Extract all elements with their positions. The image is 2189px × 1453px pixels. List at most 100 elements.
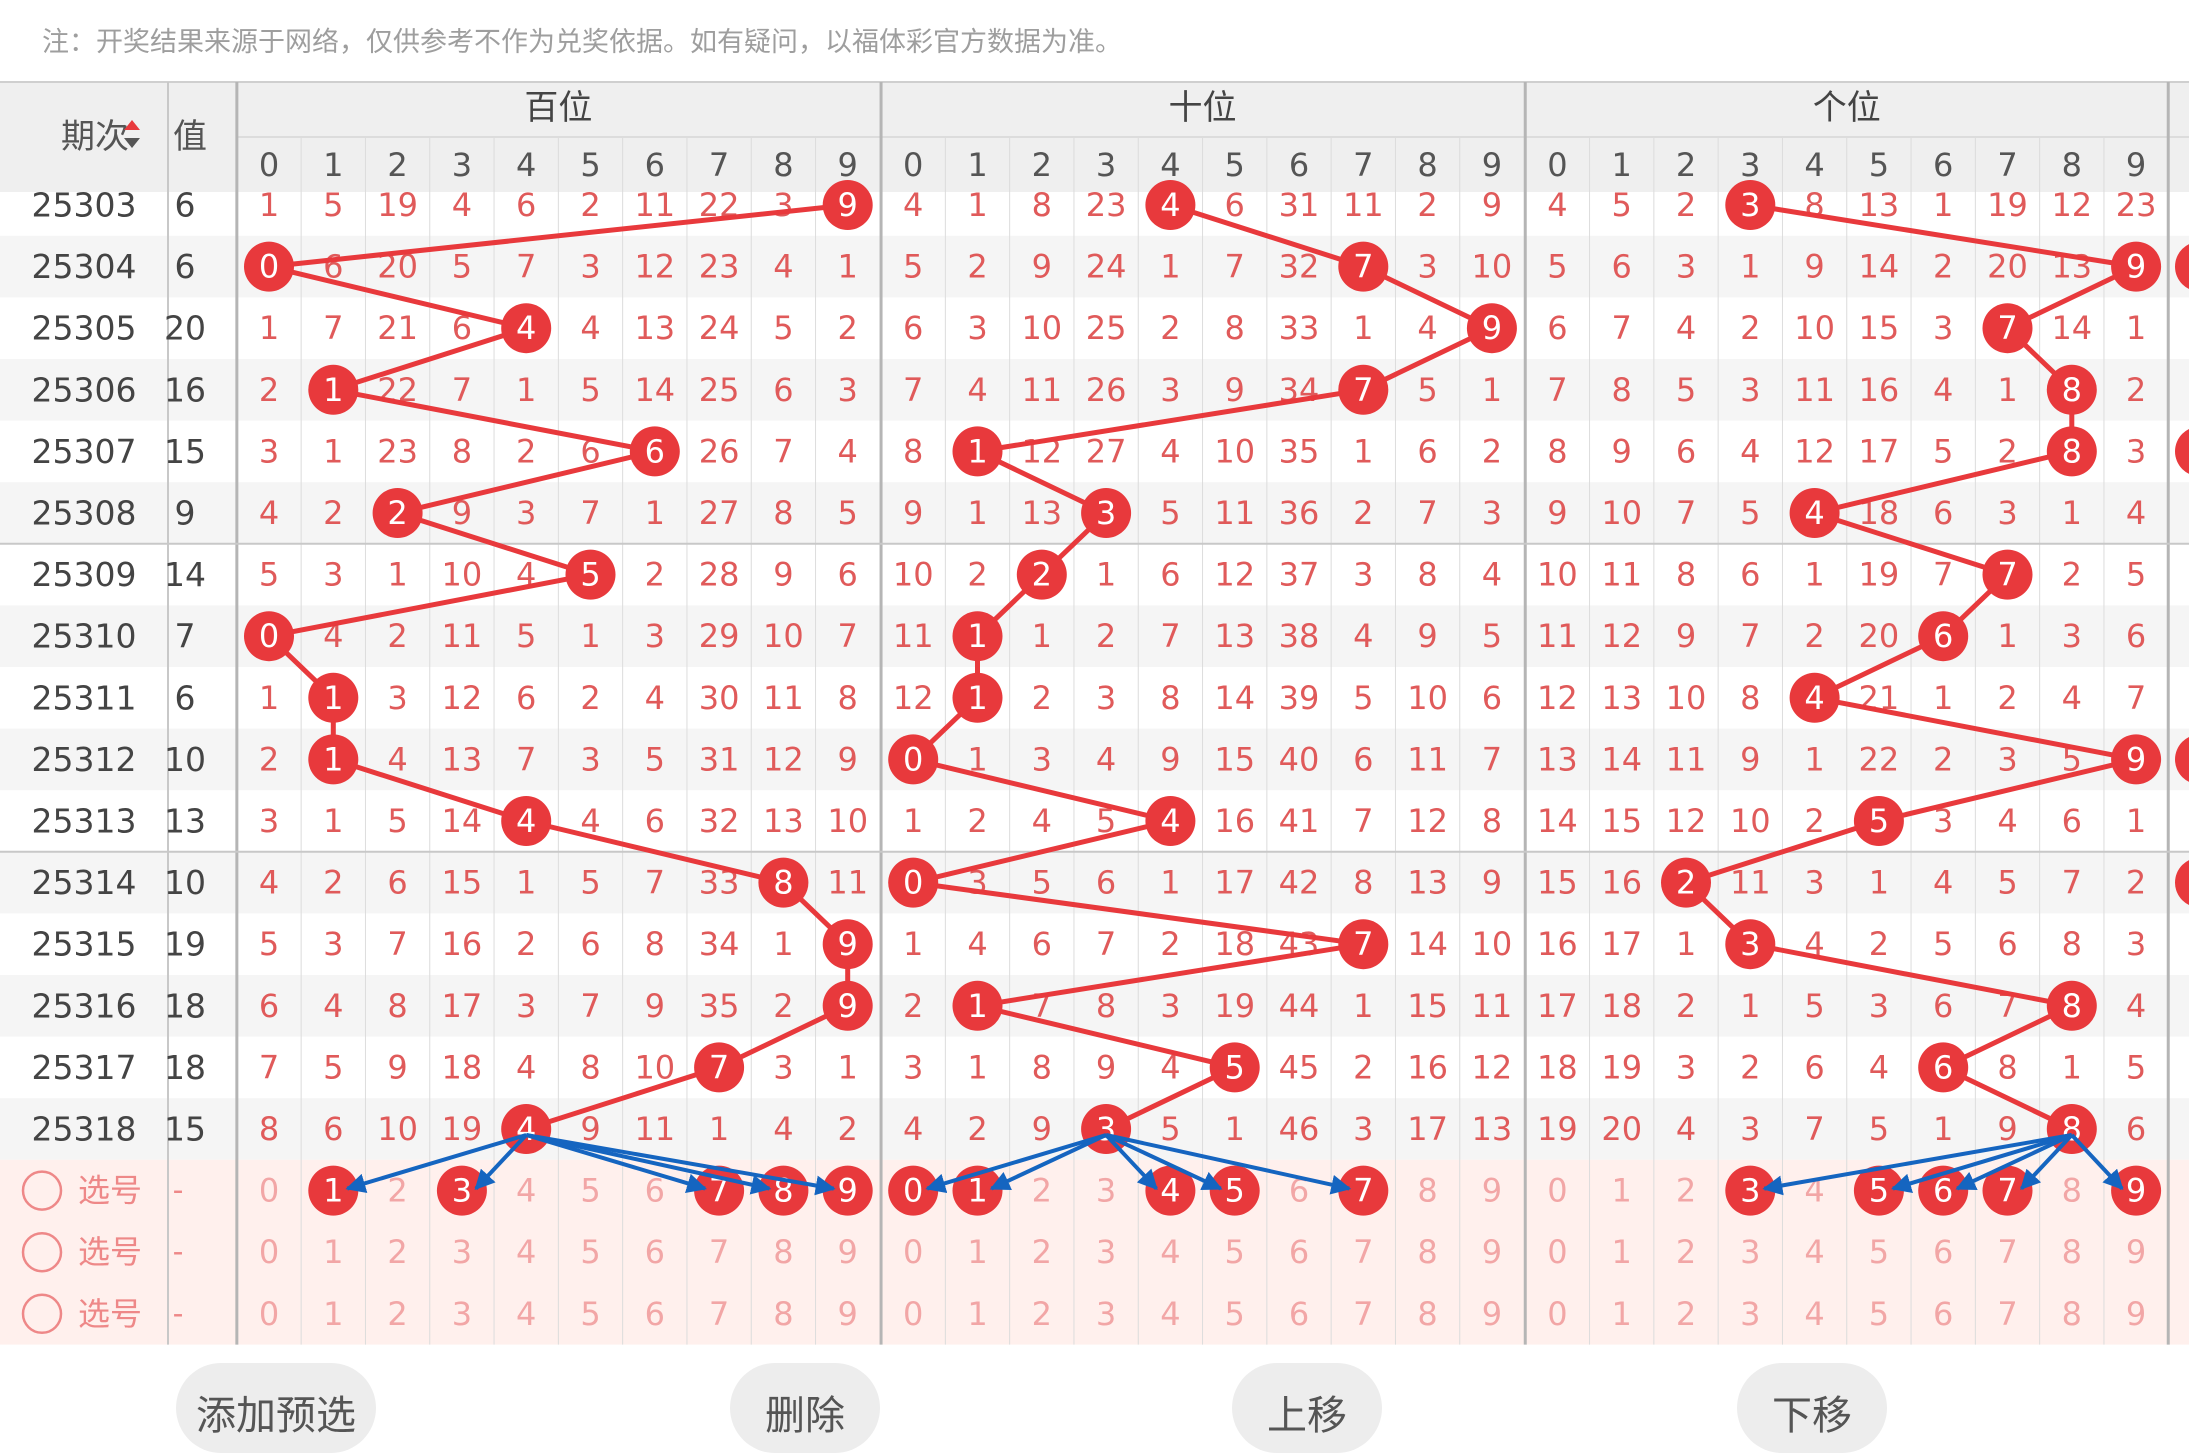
select-digit[interactable]: 4	[1160, 1295, 1180, 1333]
select-digit[interactable]: 2	[1032, 1233, 1052, 1271]
select-digit[interactable]: 0	[903, 1233, 923, 1271]
select-digit[interactable]: 8	[2062, 1295, 2082, 1333]
select-digit[interactable]: 1	[1612, 1295, 1632, 1333]
pick-digit[interactable]: 5	[1869, 1172, 1889, 1210]
add-preselect-button[interactable]: 添加预选	[176, 1363, 376, 1453]
move-down-button[interactable]: 下移	[1737, 1363, 1887, 1453]
select-digit[interactable]: 1	[967, 1233, 987, 1271]
select-digit[interactable]: 4	[516, 1295, 536, 1333]
pick-ball[interactable]	[1982, 1165, 2033, 1216]
select-digit[interactable]: 0	[1547, 1233, 1567, 1271]
select-digit[interactable]: 9	[838, 1233, 858, 1271]
select-digit[interactable]: 5	[1225, 1295, 1245, 1333]
select-digit[interactable]: 8	[773, 1233, 793, 1271]
pick-digit[interactable]: 3	[452, 1172, 472, 1210]
select-digit[interactable]: 2	[387, 1233, 407, 1271]
select-digit[interactable]: 8	[2062, 1172, 2082, 1210]
pick-ball[interactable]	[1145, 1165, 1196, 1216]
select-label[interactable]: 选号	[78, 1172, 142, 1210]
select-digit[interactable]: 3	[1740, 1295, 1760, 1333]
select-digit[interactable]: 6	[645, 1295, 665, 1333]
select-digit[interactable]: 1	[967, 1295, 987, 1333]
select-digit[interactable]: 6	[1289, 1172, 1309, 1210]
sort-down-icon[interactable]	[124, 138, 140, 148]
pick-ball[interactable]	[436, 1165, 487, 1216]
select-digit[interactable]: 9	[1482, 1295, 1502, 1333]
pick-digit[interactable]: 1	[323, 1172, 343, 1210]
select-digit[interactable]: 6	[1933, 1233, 1953, 1271]
select-radio[interactable]	[21, 1231, 63, 1273]
select-digit[interactable]: 9	[1482, 1172, 1502, 1210]
pick-digit[interactable]: 7	[1353, 1172, 1373, 1210]
select-radio[interactable]	[21, 1170, 63, 1211]
select-digit[interactable]: 5	[580, 1233, 600, 1271]
select-digit[interactable]: 0	[1547, 1172, 1567, 1210]
select-digit[interactable]: 9	[838, 1295, 858, 1333]
select-radio[interactable]	[21, 1293, 63, 1335]
select-digit[interactable]: 4	[1804, 1233, 1824, 1271]
select-digit[interactable]: 4	[516, 1172, 536, 1210]
select-digit[interactable]: 7	[1353, 1295, 1373, 1333]
select-digit[interactable]: 0	[259, 1233, 279, 1271]
delete-button[interactable]: 删除	[730, 1363, 880, 1453]
move-up-button[interactable]: 上移	[1232, 1363, 1382, 1453]
select-label[interactable]: 选号	[78, 1295, 142, 1333]
select-digit[interactable]: 5	[580, 1295, 600, 1333]
select-digit[interactable]: 2	[1032, 1295, 1052, 1333]
pick-digit[interactable]: 0	[903, 1172, 923, 1210]
pick-digit[interactable]: 9	[838, 1172, 858, 1210]
sort-up-icon[interactable]	[124, 120, 140, 130]
pick-digit[interactable]: 4	[1160, 1172, 1180, 1210]
select-digit[interactable]: 5	[580, 1172, 600, 1210]
select-digit[interactable]: 7	[709, 1295, 729, 1333]
select-digit[interactable]: 8	[773, 1295, 793, 1333]
select-digit[interactable]: 3	[1096, 1233, 1116, 1271]
select-digit[interactable]: 3	[1740, 1233, 1760, 1271]
select-digit[interactable]: 6	[645, 1233, 665, 1271]
pick-digit[interactable]: 5	[1225, 1172, 1245, 1210]
select-digit[interactable]: 3	[1096, 1172, 1116, 1210]
select-digit[interactable]: 7	[1353, 1233, 1373, 1271]
select-digit[interactable]: 0	[259, 1295, 279, 1333]
select-digit[interactable]: 8	[2062, 1233, 2082, 1271]
select-digit[interactable]: 2	[1676, 1233, 1696, 1271]
pick-digit[interactable]: 7	[1997, 1172, 2017, 1210]
select-digit[interactable]: 5	[1869, 1233, 1889, 1271]
select-digit[interactable]: 0	[259, 1172, 279, 1210]
select-digit[interactable]: 7	[1997, 1233, 2017, 1271]
select-digit[interactable]: 2	[387, 1295, 407, 1333]
select-digit[interactable]: 9	[1482, 1233, 1502, 1271]
select-digit[interactable]: 3	[1096, 1295, 1116, 1333]
select-digit[interactable]: 6	[1289, 1233, 1309, 1271]
select-digit[interactable]: 8	[1417, 1233, 1437, 1271]
select-digit[interactable]: 2	[387, 1172, 407, 1210]
period-header[interactable]: 期次	[61, 117, 129, 157]
select-digit[interactable]: 0	[1547, 1295, 1567, 1333]
select-digit[interactable]: 2	[1032, 1172, 1052, 1210]
select-label[interactable]: 选号	[78, 1233, 142, 1271]
select-digit[interactable]: 5	[1869, 1295, 1889, 1333]
select-digit[interactable]: 1	[323, 1295, 343, 1333]
select-digit[interactable]: 8	[1417, 1172, 1437, 1210]
select-digit[interactable]: 4	[1804, 1295, 1824, 1333]
select-digit[interactable]: 6	[1289, 1295, 1309, 1333]
select-digit[interactable]: 2	[1676, 1295, 1696, 1333]
select-digit[interactable]: 6	[645, 1172, 665, 1210]
select-digit[interactable]: 1	[1612, 1172, 1632, 1210]
select-digit[interactable]: 7	[709, 1233, 729, 1271]
select-digit[interactable]: 0	[903, 1295, 923, 1333]
pick-digit[interactable]: 1	[967, 1172, 987, 1210]
select-digit[interactable]: 7	[1997, 1295, 2017, 1333]
select-digit[interactable]: 6	[1933, 1295, 1953, 1333]
select-digit[interactable]: 9	[2126, 1295, 2146, 1333]
pick-digit[interactable]: 3	[1740, 1172, 1760, 1210]
select-digit[interactable]: 3	[452, 1295, 472, 1333]
select-digit[interactable]: 4	[516, 1233, 536, 1271]
select-digit[interactable]: 1	[323, 1233, 343, 1271]
select-digit[interactable]: 1	[1612, 1233, 1632, 1271]
pick-digit[interactable]: 6	[1933, 1172, 1953, 1210]
select-digit[interactable]: 2	[1676, 1172, 1696, 1210]
pick-ball[interactable]	[2111, 1165, 2162, 1216]
pick-digit[interactable]: 7	[709, 1172, 729, 1210]
select-digit[interactable]: 9	[2126, 1233, 2146, 1271]
